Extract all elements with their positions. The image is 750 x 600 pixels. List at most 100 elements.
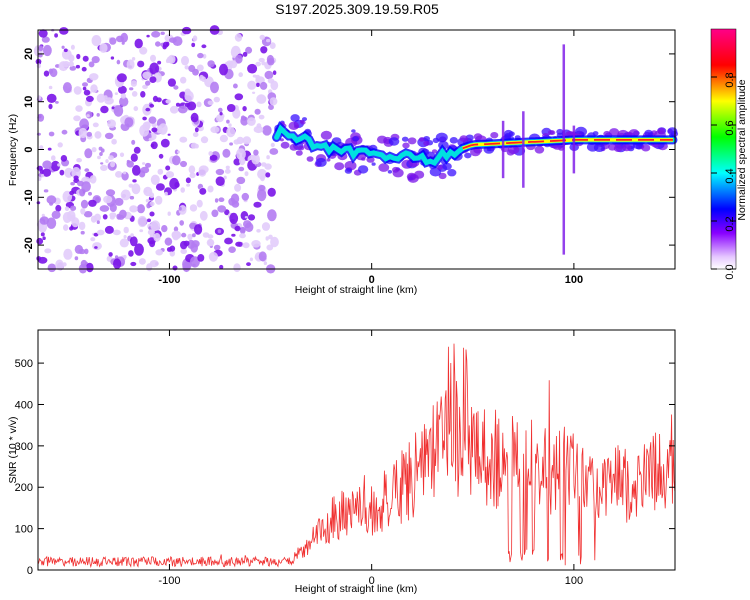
- noise-blob: [96, 229, 105, 236]
- noise-blob: [92, 122, 99, 128]
- noise-blob: [42, 160, 52, 169]
- noise-blob: [69, 190, 75, 196]
- noise-blob: [258, 251, 267, 262]
- noise-blob: [41, 213, 45, 218]
- noise-blob: [149, 103, 155, 108]
- noise-blob: [210, 126, 220, 134]
- noise-blob: [244, 171, 249, 177]
- noise-blob: [206, 238, 215, 247]
- noise-blob: [219, 264, 224, 270]
- noise-blob: [121, 171, 129, 181]
- noise-blob: [236, 148, 246, 161]
- noise-blob: [38, 29, 48, 38]
- ridge-halo: [392, 166, 400, 173]
- ridge-halo: [326, 158, 331, 162]
- colorbar-gradient: [710, 28, 737, 270]
- noise-blob: [257, 189, 267, 202]
- noise-blob: [265, 236, 269, 241]
- noise-blob: [124, 117, 134, 128]
- noise-blob: [262, 125, 272, 136]
- noise-blob: [256, 123, 262, 129]
- noise-blob: [123, 226, 129, 234]
- noise-blob: [149, 260, 159, 268]
- noise-blob: [137, 204, 145, 214]
- noise-blob: [59, 27, 69, 35]
- noise-blob: [148, 116, 157, 124]
- noise-blob: [37, 113, 45, 122]
- noise-blob: [180, 76, 187, 84]
- noise-blob: [146, 34, 150, 38]
- noise-blob: [140, 166, 150, 174]
- noise-blob: [84, 248, 89, 255]
- y-tick-label: 100: [15, 524, 33, 536]
- ridge-halo: [644, 129, 653, 137]
- noise-blob: [200, 136, 209, 144]
- noise-blob: [198, 168, 207, 177]
- noise-blob: [177, 150, 180, 154]
- noise-blob: [57, 142, 63, 148]
- noise-blob: [260, 46, 268, 54]
- noise-blob: [145, 198, 150, 203]
- noise-blob: [130, 153, 138, 162]
- noise-blob: [226, 119, 230, 124]
- colorbar-tick-label: 0.0: [724, 264, 736, 279]
- noise-blob: [161, 225, 168, 233]
- noise-blob: [167, 211, 171, 216]
- noise-blob: [194, 143, 199, 149]
- noise-blob: [267, 209, 277, 222]
- noise-blob: [272, 70, 277, 75]
- noise-blob: [236, 176, 246, 185]
- noise-blob: [249, 257, 253, 262]
- noise-blob: [133, 106, 139, 112]
- noise-blob: [123, 235, 127, 239]
- noise-blob: [91, 56, 100, 64]
- noise-blob: [264, 70, 274, 80]
- noise-blob: [78, 127, 88, 139]
- noise-blob: [84, 168, 90, 172]
- noise-blob: [134, 38, 143, 49]
- noise-blob: [150, 54, 156, 62]
- chart-title: S197.2025.309.19.59.R05: [275, 1, 439, 17]
- noise-blob: [186, 183, 191, 187]
- noise-blob: [184, 88, 191, 96]
- noise-blob: [201, 76, 207, 82]
- noise-blob: [160, 31, 165, 35]
- noise-blob: [256, 82, 260, 87]
- noise-blob: [120, 32, 128, 43]
- ridge-halo: [414, 170, 425, 179]
- noise-blob: [144, 121, 151, 129]
- noise-blob: [48, 85, 53, 90]
- noise-blob: [102, 214, 108, 220]
- noise-blob: [247, 117, 256, 126]
- ridge-halo: [406, 172, 417, 181]
- noise-blob: [109, 215, 115, 220]
- noise-blob: [105, 159, 109, 164]
- ridge-halo: [306, 156, 314, 162]
- noise-blob: [100, 105, 109, 114]
- colorbar-tick-label: 0.8: [724, 72, 736, 87]
- noise-blob: [234, 225, 241, 232]
- noise-blob: [47, 147, 52, 151]
- noise-blob: [201, 44, 207, 49]
- ridge-halo: [442, 162, 452, 171]
- noise-blob: [270, 236, 279, 248]
- ridge-halo: [352, 136, 359, 142]
- ridge-halo: [378, 163, 390, 172]
- noise-blob: [73, 115, 81, 122]
- noise-blob: [242, 136, 252, 145]
- noise-blob: [229, 212, 239, 224]
- noise-blob: [62, 60, 70, 68]
- noise-blob: [207, 185, 214, 193]
- snr-xlabel: Height of straight line (km): [295, 583, 418, 595]
- noise-blob: [82, 86, 87, 91]
- ridge-halo: [608, 143, 617, 151]
- ridge-halo: [534, 145, 545, 154]
- noise-blob: [137, 215, 147, 228]
- ridge-halo: [447, 169, 457, 177]
- noise-blob: [61, 49, 72, 60]
- noise-blob: [113, 258, 122, 270]
- noise-blob: [214, 198, 219, 203]
- noise-blob: [46, 93, 57, 103]
- noise-blob: [179, 220, 184, 226]
